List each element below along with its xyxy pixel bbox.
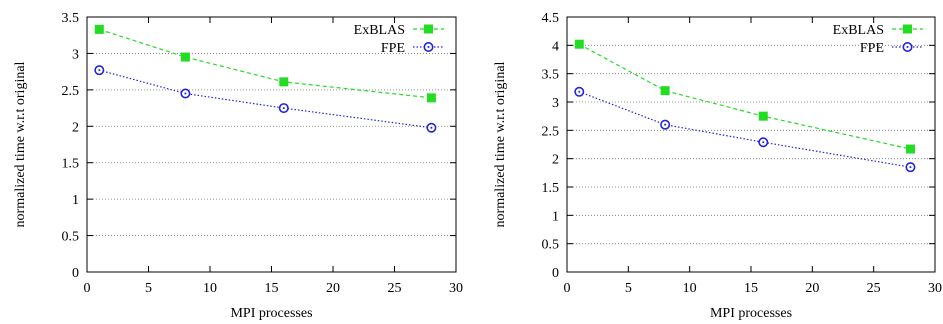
x-tick-label: 20 [326,281,340,296]
x-tick-label: 15 [265,281,279,296]
x-tick-label: 25 [867,281,881,296]
x-tick-label: 30 [928,281,942,296]
y-tick-label: 1.5 [62,157,80,172]
data-point-center [762,141,765,144]
y-tick-label: 0 [552,266,559,281]
series-line [579,91,911,168]
series-line [99,69,432,129]
y-tick-label: 1 [72,193,79,208]
legend-marker [424,24,433,34]
y-tick-label: 3 [72,47,79,62]
series-fpe [574,86,916,173]
x-axis-label: MPI processes [710,306,792,321]
data-point [758,111,768,121]
y-tick-label: 3.5 [62,11,80,26]
chart-panel-2: 0 0.5 1 1.5 2 2.5 3 3.5 4 4.5 0 5 10 15 20 25 30 MPI proc… [493,11,942,321]
legend-marker [903,24,912,34]
data-point-center [664,123,667,126]
y-axis-label: normalized time w.r.t original [493,61,508,227]
y-tick-label: 0 [72,266,79,281]
x-axis-label: MPI processes [230,306,312,321]
y-tick-label: 0.5 [542,238,560,253]
data-point-center [98,69,101,72]
series-fpe [94,65,437,133]
data-point [426,93,436,103]
y-tick-label: 2.5 [62,84,80,99]
data-point [180,52,190,62]
y-tick-label: 4.5 [542,11,560,26]
legend-label: FPE [381,41,405,56]
data-point-center [282,107,285,110]
x-tick-label: 25 [388,281,402,296]
data-point-center [578,90,581,93]
data-point [94,24,104,34]
legend-label: ExBLAS [833,23,884,38]
y-tick-label: 2.5 [542,124,560,139]
data-point-center [430,126,433,129]
y-tick-label: 1.5 [542,181,560,196]
legend-marker-center [906,46,909,48]
x-tick-label: 5 [145,281,152,296]
series-line [578,43,911,150]
x-tick-label: 15 [744,281,758,296]
y-tick-label: 4 [552,39,559,54]
y-tick-label: 3 [552,96,559,111]
x-tick-label: 20 [805,281,819,296]
data-point [905,144,915,154]
data-point-center [184,92,187,95]
x-tick-label: 30 [449,281,463,296]
data-point [574,39,584,49]
chart-panel-1: 0 0.5 1 1.5 2 2.5 3 3.5 0 5 10 15 20 25 30 MPI processe… [13,11,463,321]
x-tick-label: 0 [564,281,571,296]
legend-label: FPE [860,41,884,56]
y-axis-label: normalized time w.r.t original [13,61,28,227]
series-exblas [574,39,915,154]
x-tick-label: 0 [84,281,91,296]
data-point-center [909,166,912,169]
x-tick-label: 10 [683,281,697,296]
data-point [279,77,289,87]
y-tick-label: 2 [552,153,559,168]
x-tick-label: 5 [625,281,632,296]
y-tick-label: 0.5 [62,230,80,245]
y-tick-label: 3.5 [542,68,560,83]
data-point [660,86,670,96]
legend-marker-center [427,46,430,48]
legend-label: ExBLAS [354,23,405,38]
y-tick-label: 2 [72,120,79,135]
series-line [99,28,432,99]
y-tick-label: 1 [552,209,559,224]
x-tick-label: 10 [203,281,217,296]
series-exblas [94,24,436,103]
